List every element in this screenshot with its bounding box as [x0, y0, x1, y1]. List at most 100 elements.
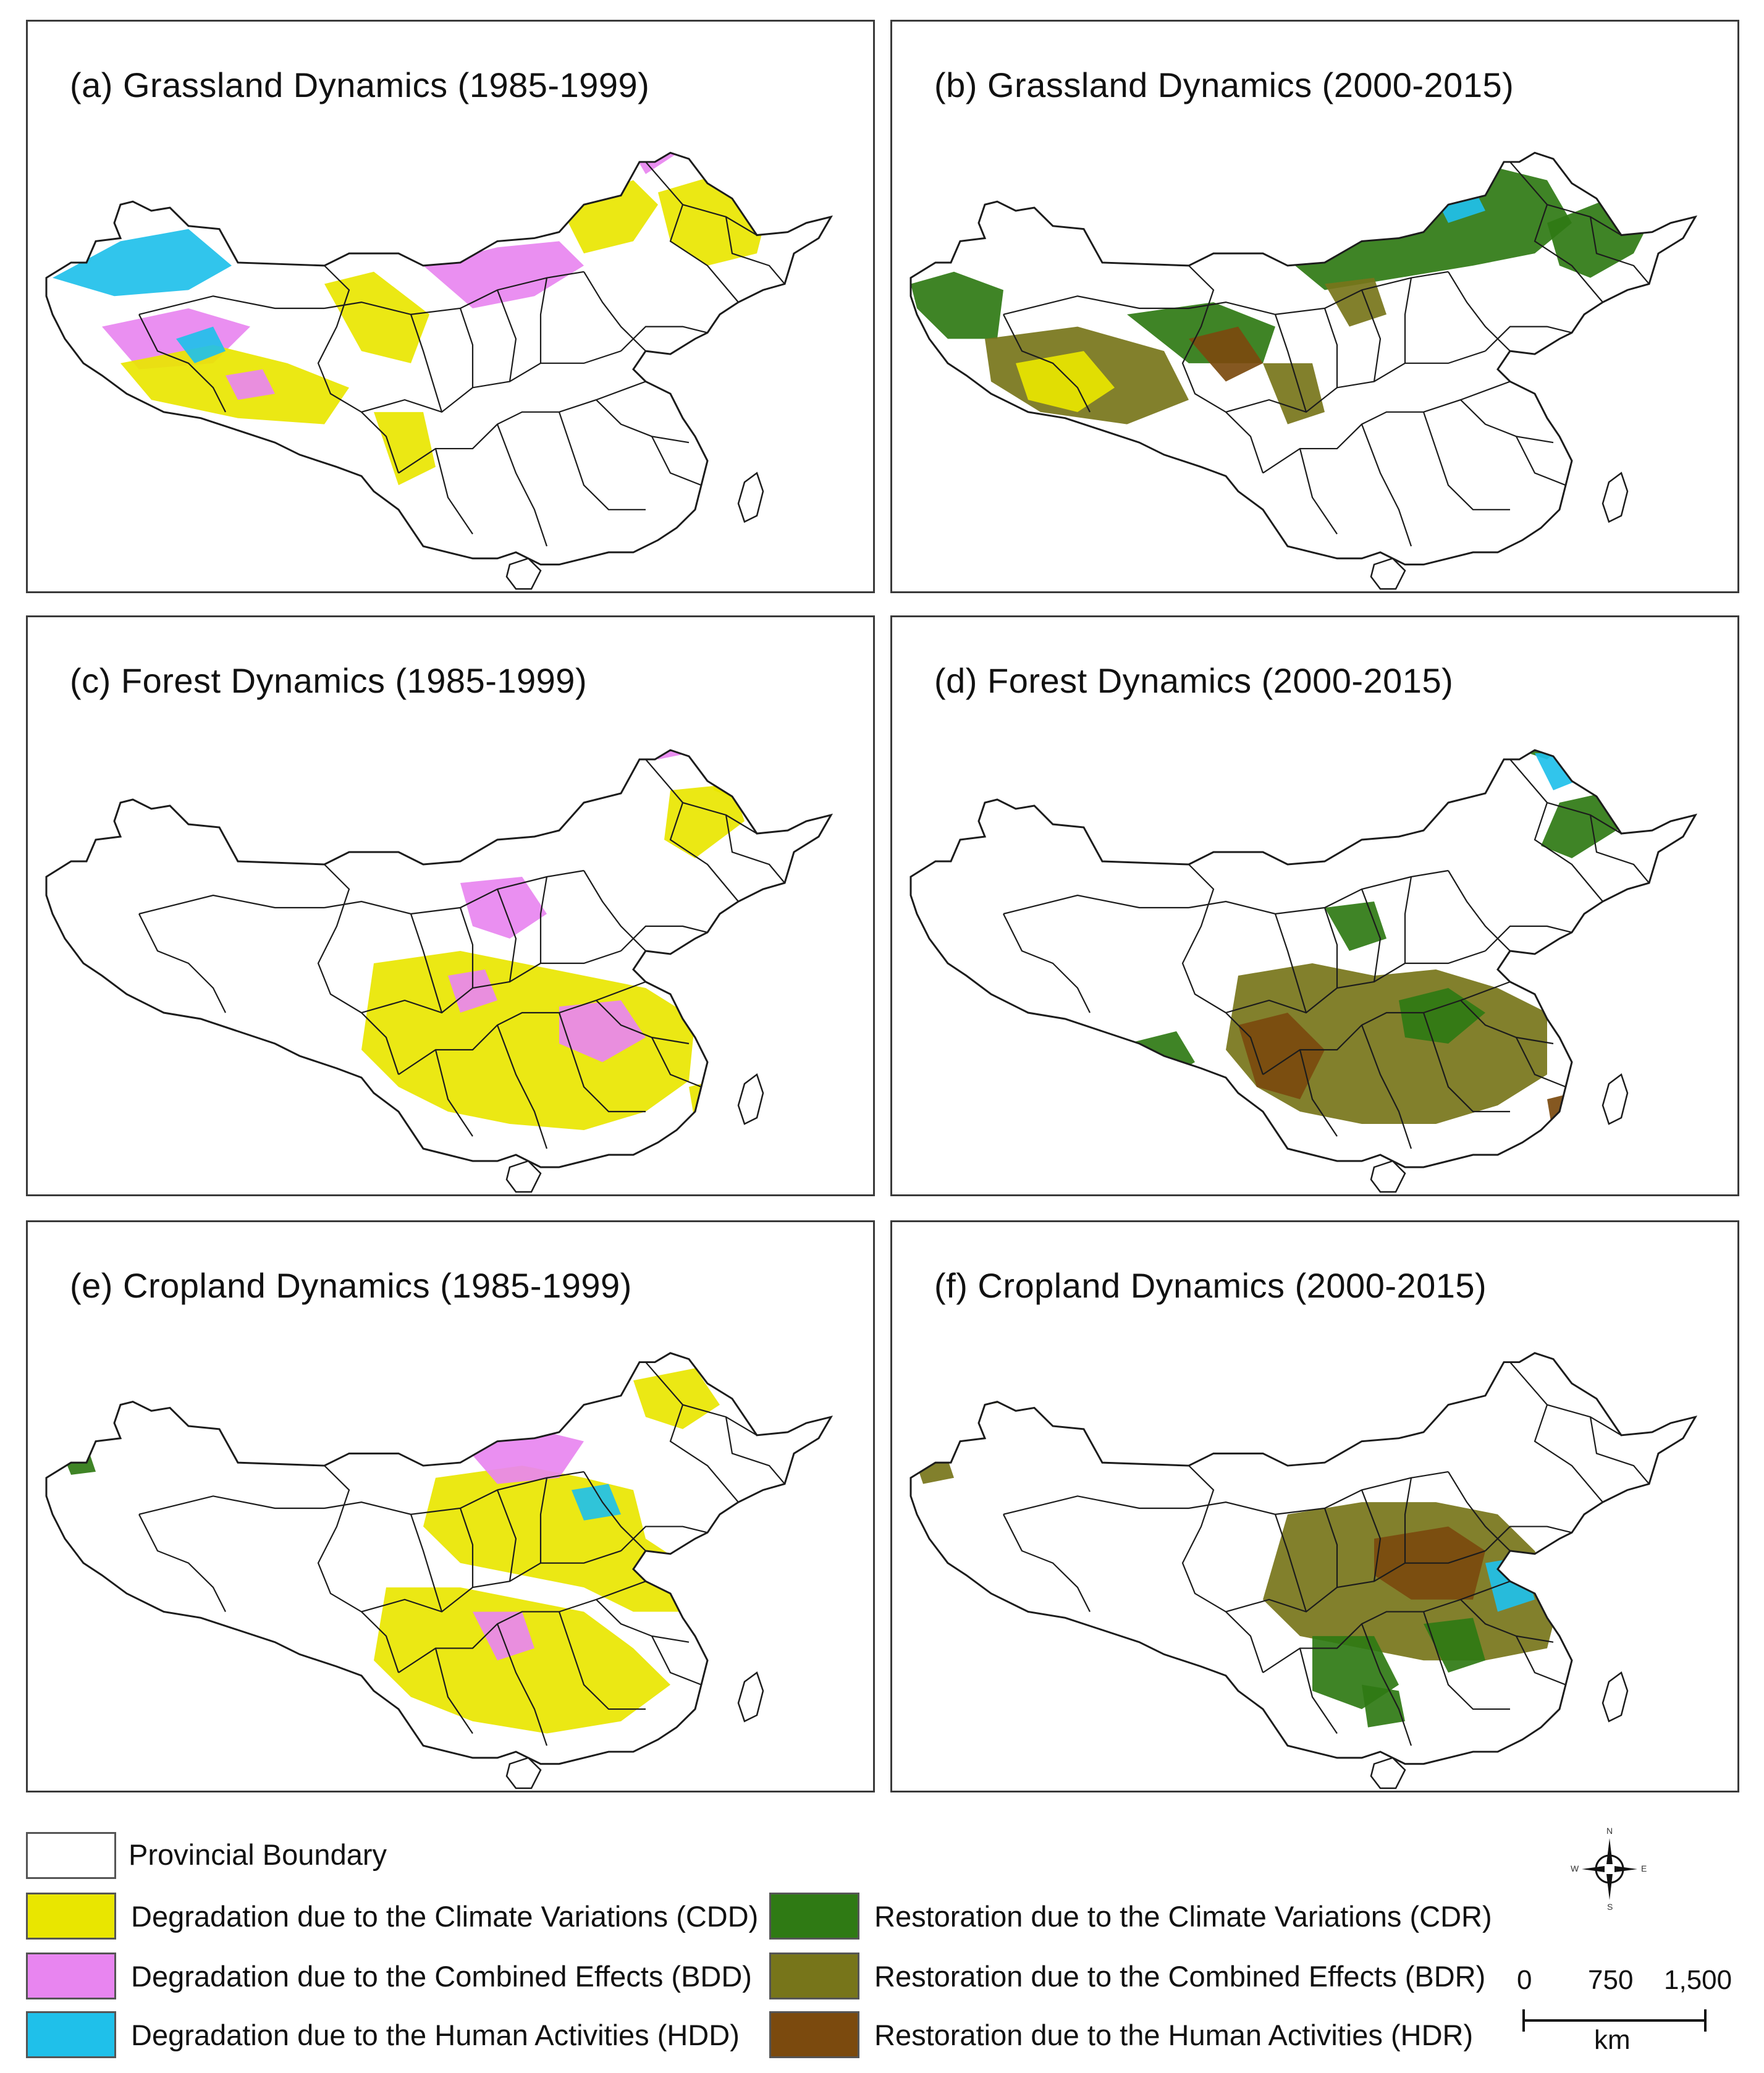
- island-outline: [1602, 1073, 1629, 1125]
- dynamics-patches: [917, 1368, 1559, 1728]
- panel-d: (d) Forest Dynamics (2000-2015): [890, 615, 1739, 1196]
- provincial-boundary: [317, 864, 400, 1075]
- provincial-boundary: [138, 1495, 324, 1515]
- legend-label-hdd: Degradation due to the Human Activities …: [131, 2019, 740, 2051]
- patch-cdr: [1399, 988, 1485, 1044]
- panel-f: (f) Cropland Dynamics (2000-2015): [890, 1220, 1739, 1792]
- provincial-boundary: [1485, 925, 1572, 952]
- national-boundary: [909, 1352, 1698, 1765]
- provincial-boundary: [1404, 876, 1412, 963]
- patch-bdd: [448, 969, 497, 1013]
- provincial-boundary: [725, 216, 785, 285]
- provincial-boundary: [1460, 399, 1554, 444]
- provincial-boundary: [669, 802, 739, 902]
- patch-cdr: [1362, 1684, 1405, 1728]
- island-outline: [1370, 1757, 1406, 1789]
- national-boundary: [45, 749, 833, 1168]
- provincial-boundary: [496, 1490, 517, 1582]
- provincial-boundary: [459, 308, 474, 388]
- provincial-boundary: [138, 295, 324, 315]
- legend-label-hdr: Restoration due to the Human Activities …: [874, 2019, 1474, 2051]
- provincial-boundary: [725, 814, 785, 884]
- provincial-boundary: [410, 913, 443, 1013]
- map-china: [909, 749, 1698, 1193]
- legend-swatch-cdr: [769, 1893, 859, 1940]
- island-outline: [1602, 471, 1629, 523]
- provincial-boundary: [1262, 381, 1511, 474]
- patch-cdd: [689, 1081, 720, 1124]
- dynamics-patches: [53, 153, 769, 486]
- provincial-boundary: [1003, 295, 1189, 315]
- national-boundary: [909, 749, 1698, 1168]
- provincial-boundary: [1460, 1598, 1554, 1643]
- provincial-boundary: [1534, 802, 1603, 902]
- panel-c: (c) Forest Dynamics (1985-1999): [26, 615, 875, 1196]
- map-china: [45, 151, 833, 590]
- provincial-boundary: [398, 981, 646, 1075]
- provincial-boundary: [645, 759, 758, 834]
- legend-swatch-hdd: [26, 2011, 116, 2058]
- provincial-boundary: [496, 424, 548, 547]
- provincial-boundary: [1361, 424, 1412, 547]
- provincial-boundary: [317, 265, 400, 473]
- patch-cdd: [374, 412, 436, 486]
- legend-swatch-bdr: [769, 1953, 859, 1999]
- compass-n: N: [1606, 1826, 1613, 1836]
- provincial-boundary: [1361, 1623, 1412, 1746]
- provincial-boundary: [539, 1477, 548, 1563]
- patch-cdr: [1424, 1618, 1485, 1673]
- national-boundary: [45, 1352, 833, 1765]
- provincial-boundary: [596, 399, 690, 444]
- patch-bdd: [226, 369, 275, 400]
- compass-e: E: [1641, 1864, 1647, 1873]
- panel-title: (f) Cropland Dynamics (2000-2015): [934, 1266, 1487, 1305]
- legend-label-bdr: Restoration due to the Combined Effects …: [874, 1960, 1486, 1993]
- provincial-boundary: [1361, 889, 1382, 982]
- provincial-boundary: [1589, 814, 1650, 884]
- scale-tick-0: 0: [1517, 1965, 1532, 1995]
- provincial-boundary: [1589, 1417, 1650, 1485]
- provincial-boundary: [1404, 1477, 1412, 1563]
- map-china: [909, 1352, 1698, 1789]
- patch-hdd: [102, 1368, 151, 1399]
- patch-bdd: [559, 1000, 646, 1062]
- provincial-boundary: [1534, 204, 1603, 303]
- provincial-boundary: [620, 1526, 708, 1552]
- panel-title: (e) Cropland Dynamics (1985-1999): [70, 1266, 632, 1305]
- provincial-boundary: [1509, 161, 1622, 236]
- provincial-boundary: [1262, 981, 1511, 1075]
- provincial-boundary: [1516, 436, 1566, 486]
- scale-tick-750: 750: [1588, 1965, 1634, 1995]
- provincial-boundary: [651, 1636, 702, 1686]
- provincial-boundary: [1299, 1648, 1338, 1734]
- provincial-boundary: [138, 913, 226, 1013]
- legend-swatch-cdd: [26, 1893, 116, 1940]
- provincial-boundary: [398, 381, 646, 474]
- map-china: [45, 1352, 833, 1789]
- provincial-boundary: [1589, 216, 1650, 285]
- provincial-boundary: [410, 1514, 443, 1612]
- provincial-boundary: [1003, 894, 1189, 915]
- island-outline: [505, 557, 542, 590]
- provincial-boundary: [1534, 1404, 1603, 1503]
- island-outline: [1370, 557, 1406, 590]
- provincial-boundary: [410, 314, 443, 413]
- provincial-boundary: [1003, 1514, 1091, 1612]
- scale-bar-line: [1522, 2009, 1707, 2032]
- provincial-boundary: [496, 290, 517, 382]
- provincial-boundary: [1003, 1495, 1189, 1515]
- provincial-boundary: [434, 1049, 473, 1137]
- provincial-boundary: [1299, 1049, 1338, 1137]
- map-china: [45, 749, 833, 1193]
- island-outline: [737, 1073, 764, 1125]
- mainland-outline: [46, 153, 831, 565]
- provincial-boundary: [1181, 1465, 1264, 1673]
- provincial-boundary: [496, 1623, 548, 1746]
- provincial-boundary: [558, 1611, 646, 1710]
- provincial-boundary: [669, 204, 739, 303]
- patch-bdd: [639, 750, 714, 759]
- provincial-boundary: [558, 412, 646, 510]
- provincial-boundary: [1509, 1361, 1622, 1436]
- provincial-boundary: [1181, 265, 1264, 473]
- legend-label-cdr: Restoration due to the Climate Variation…: [874, 1900, 1492, 1933]
